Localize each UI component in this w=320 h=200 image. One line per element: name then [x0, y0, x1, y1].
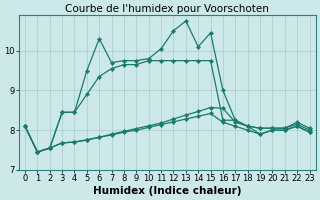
X-axis label: Humidex (Indice chaleur): Humidex (Indice chaleur) [93, 186, 242, 196]
Title: Courbe de l'humidex pour Voorschoten: Courbe de l'humidex pour Voorschoten [65, 4, 269, 14]
